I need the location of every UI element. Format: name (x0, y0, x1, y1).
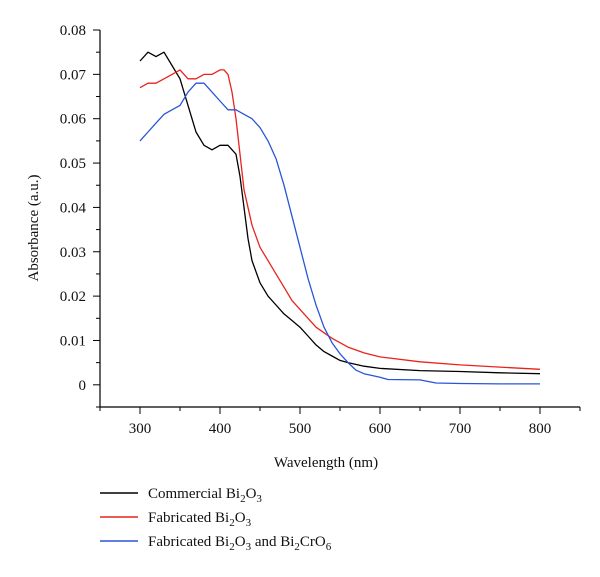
y-tick-label: 0.07 (60, 67, 87, 83)
y-tick-label: 0 (79, 378, 87, 394)
legend: Commercial Bi2​O3​Fabricated Bi2​O3​Fabr… (100, 486, 332, 553)
legend-subscript: 2 (294, 541, 300, 553)
legend-subscript: 3 (256, 493, 262, 505)
y-tick-label: 0.01 (60, 333, 86, 349)
legend-text-part: CrO (300, 534, 326, 550)
y-tick-label: 0.02 (60, 289, 86, 305)
x-tick-label: 700 (449, 421, 472, 437)
series-line-3 (139, 82, 540, 385)
legend-subscript: 2 (229, 517, 235, 529)
y-tick-label: 0.08 (60, 23, 86, 39)
x-tick-label: 300 (129, 421, 152, 437)
legend-subscript: 3 (246, 541, 252, 553)
y-tick-label: 0.05 (60, 156, 86, 172)
legend-text-part: O (246, 486, 257, 502)
legend-label-1: Commercial Bi2​O3​ (148, 486, 262, 505)
y-tick-label: 0.04 (60, 200, 87, 216)
x-tick-label: 600 (369, 421, 392, 437)
x-tick-label: 800 (529, 421, 552, 437)
legend-text-part: Fabricated Bi (148, 510, 229, 526)
legend-subscript: 6 (326, 541, 332, 553)
legend-subscript: 2 (229, 541, 235, 553)
legend-text-part: and Bi (251, 534, 294, 550)
x-tick-label: 500 (289, 421, 312, 437)
legend-text-part: Commercial Bi (148, 486, 240, 502)
legend-subscript: 2 (240, 493, 246, 505)
x-tick-label: 400 (209, 421, 232, 437)
series-line-2 (139, 69, 541, 370)
legend-label-2: Fabricated Bi2​O3​ (148, 510, 252, 529)
series-layer (139, 51, 541, 385)
legend-subscript: 3 (246, 517, 252, 529)
y-axis-title: Absorbance (a.u.) (26, 174, 42, 281)
series-line-1 (139, 51, 541, 375)
plot-axes: 300 400 500 600 700 800 0 0.01 0.02 0.03 0.04 0.05 0… (60, 23, 581, 437)
legend-text-part: O (235, 534, 246, 550)
legend-label-3: Fabricated Bi2​O3​ and Bi2​CrO6​ (148, 534, 332, 553)
x-axis-title: Wavelength (nm) (274, 455, 378, 471)
y-tick-label: 0.03 (60, 245, 86, 261)
legend-text-part: O (235, 510, 246, 526)
legend-text-part: Fabricated Bi (148, 534, 229, 550)
y-tick-label: 0.06 (60, 112, 87, 128)
